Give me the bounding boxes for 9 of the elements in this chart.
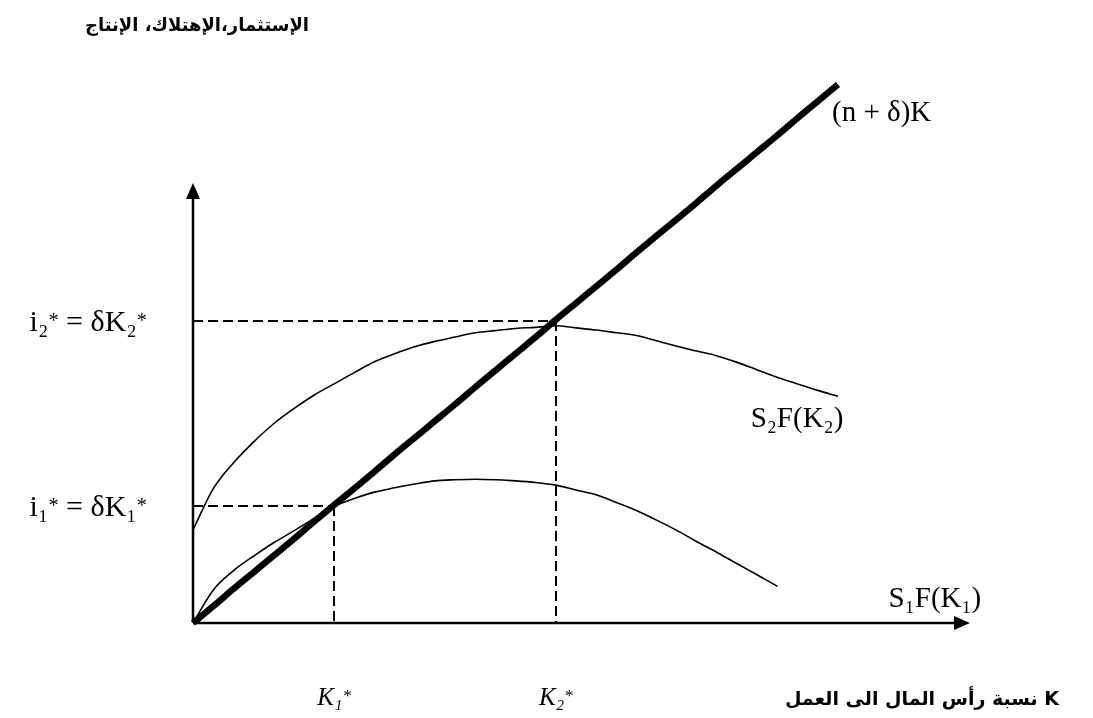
x-axis-title: K نسبة رأس المال الى العمل [784,687,1060,709]
series-label: S₂F(K₂) [750,401,844,435]
series-label: (n + δ)K [832,94,932,128]
x-category-label: K₁$^{*}$ [317,683,352,710]
x-category-label: K₂$^{*}$ [538,683,573,710]
series-label: i₁$^{*}$ = δK₁$^{*}$ [29,489,147,522]
series-label: i₂$^{*}$ = δK₂$^{*}$ [29,304,147,337]
series: S₁F(K₁) [192,478,982,624]
y-axis-title: الإستثمار،الإهتلاك، الإنتاج [84,14,310,35]
